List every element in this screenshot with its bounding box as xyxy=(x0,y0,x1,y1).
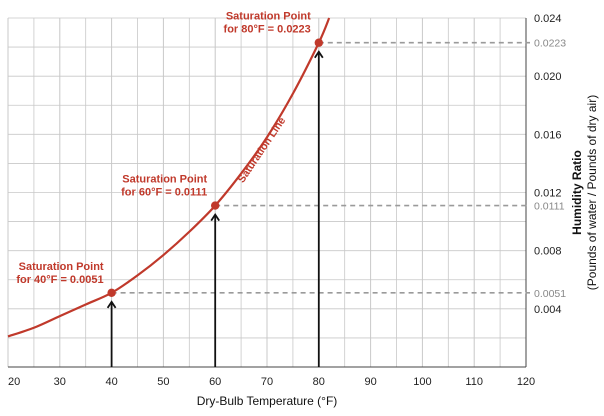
grid xyxy=(7,17,527,368)
temperature-arrow-head xyxy=(210,212,220,222)
saturation-point-value-label: for 40°F = 0.0051 xyxy=(16,274,103,286)
saturation-point-label: Saturation Point xyxy=(19,261,104,273)
saturation-point-marker xyxy=(314,38,323,47)
y-tick-label: 0.016 xyxy=(534,129,562,141)
y-axis-subtitle: (Pounds of water / Pounds of dry air) xyxy=(585,95,599,290)
saturation-point-marker xyxy=(107,288,116,298)
x-axis-title: Dry-Bulb Temperature (°F) xyxy=(197,394,338,408)
x-tick-label: 60 xyxy=(209,376,221,388)
x-tick-label: 20 xyxy=(8,376,20,388)
y-tick-label: 0.020 xyxy=(534,71,562,83)
temperature-arrows xyxy=(106,50,324,367)
x-tick-label: 50 xyxy=(157,376,169,388)
saturation-curve xyxy=(7,17,331,338)
x-tick-label: 70 xyxy=(261,376,273,388)
saturation-line-label: Saturation Line xyxy=(236,115,289,185)
y-axis-title: Humidity Ratio xyxy=(570,150,584,235)
saturation-point-value-label: for 60°F = 0.0111 xyxy=(121,187,207,199)
reference-lines xyxy=(111,41,530,294)
temperature-arrow-head xyxy=(314,50,324,59)
x-tick-label: 80 xyxy=(313,376,325,388)
saturation-point-label: Saturation Point xyxy=(226,11,311,23)
y-reference-value-label: 0.0051 xyxy=(534,288,566,300)
saturation-points xyxy=(107,38,323,298)
x-tick-label: 30 xyxy=(54,376,66,388)
saturation-point-marker xyxy=(211,201,220,210)
y-reference-value-label: 0.0111 xyxy=(534,201,565,213)
y-tick-label: 0.024 xyxy=(534,13,562,25)
x-tick-label: 110 xyxy=(465,376,483,388)
y-reference-value-label: 0.0223 xyxy=(534,38,566,50)
x-tick-label: 100 xyxy=(413,376,431,388)
saturation-point-label: Saturation Point xyxy=(122,174,207,186)
x-tick-label: 90 xyxy=(364,376,376,388)
y-tick-label: 0.004 xyxy=(534,304,562,316)
y-tick-label: 0.012 xyxy=(534,188,562,200)
axis-labels: 0.0051 0.0111 0.0223 20 30 40 50 60 70 80 90 100 110… xyxy=(8,13,599,408)
saturation-curve-layer xyxy=(7,17,331,338)
temperature-arrow-head xyxy=(106,300,117,309)
saturation-point-value-label: for 80°F = 0.0223 xyxy=(224,24,311,36)
x-tick-label: 120 xyxy=(517,376,535,388)
y-tick-label: 0.008 xyxy=(534,246,562,258)
x-tick-label: 40 xyxy=(105,376,117,388)
